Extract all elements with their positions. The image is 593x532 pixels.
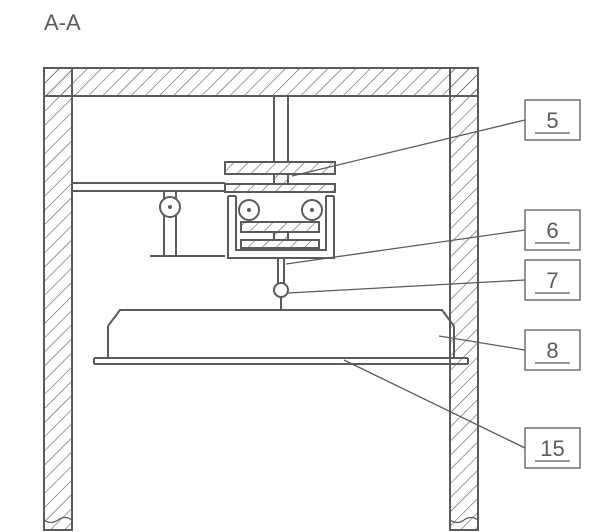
callouts: 5 6 7 8 15 xyxy=(286,100,580,468)
leader-line xyxy=(286,230,525,264)
leader-line xyxy=(344,360,525,448)
hook xyxy=(274,258,288,310)
callout-number: 15 xyxy=(540,436,564,461)
callout-number: 6 xyxy=(546,218,558,243)
leader-line xyxy=(288,280,525,293)
callout-number: 5 xyxy=(546,108,558,133)
section-label: A-A xyxy=(44,10,81,35)
callout-number: 8 xyxy=(546,338,558,363)
rail-beam xyxy=(225,162,335,192)
left-support xyxy=(72,183,225,256)
callout-number: 7 xyxy=(546,268,558,293)
outer-frame xyxy=(44,68,478,530)
center-post xyxy=(274,96,288,162)
tray xyxy=(94,310,468,364)
leader-line xyxy=(292,120,525,176)
trolley xyxy=(228,196,334,258)
